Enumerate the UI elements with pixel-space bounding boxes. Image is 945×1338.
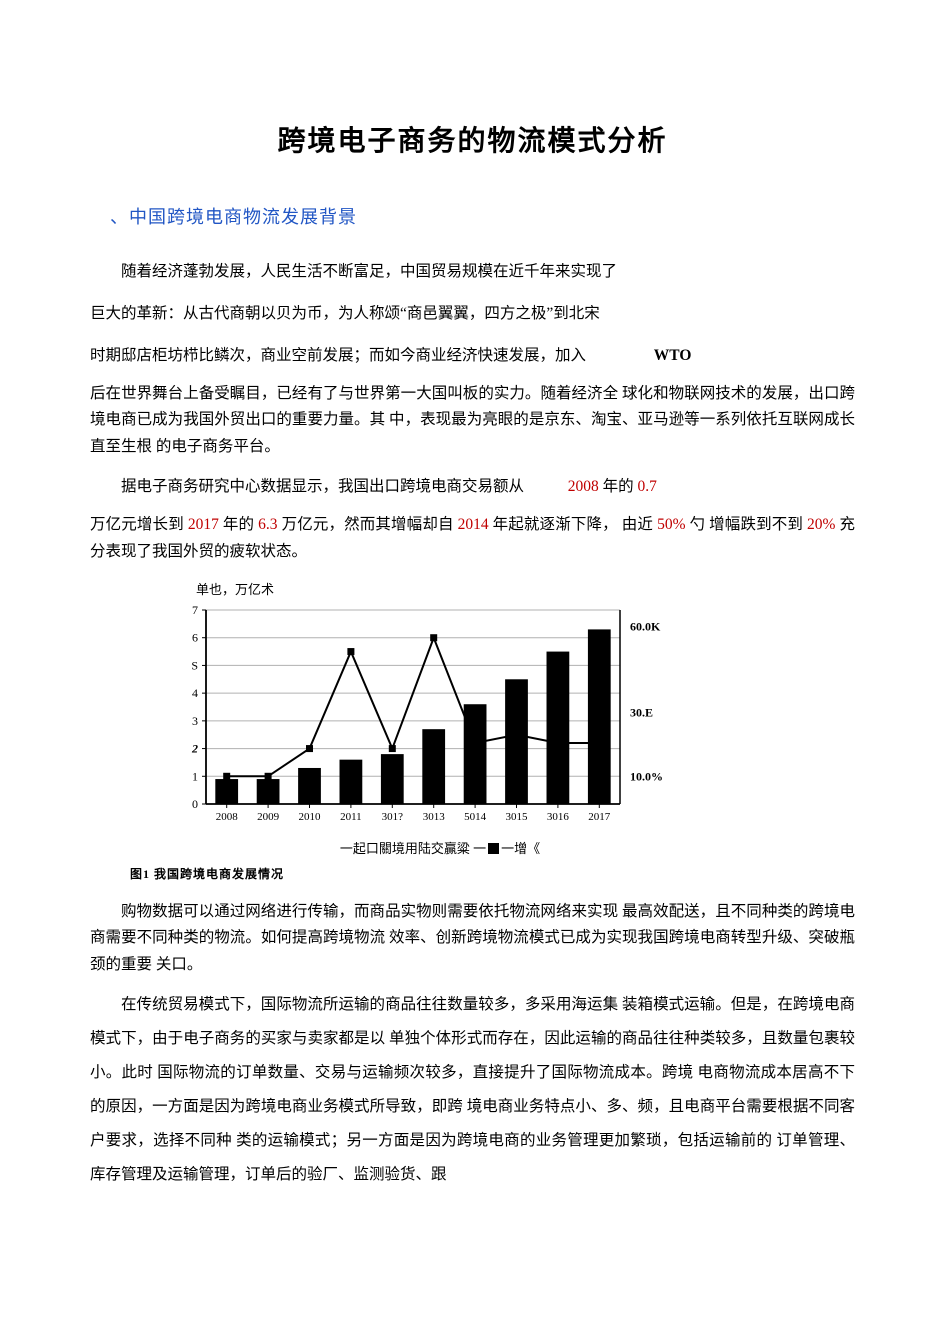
svg-text:2011: 2011 [340,811,362,823]
pct-50: 50% [657,516,685,533]
num-07: 0.7 [638,478,657,495]
chart-container: 单也，万亿术 0 1 2 3 4 S 6 7 10.0% 30.E 60.0K 2008 2009 201… [160,579,720,857]
svg-text:3: 3 [192,714,198,728]
paragraph-1a: 随着经济蓬勃发展，人民生活不断富足，中国贸易规模在近千年来实现了 [90,255,855,289]
svg-text:3013: 3013 [423,811,446,823]
svg-text:301?: 301? [382,811,404,823]
chart-caption: 图1 我国跨境电商发展情况 [130,867,284,881]
svg-text:3016: 3016 [547,811,570,823]
svg-text:1: 1 [192,769,198,783]
text-span: 万亿元增长到 [90,516,184,533]
year-2014: 2014 [458,516,489,533]
svg-text:2008: 2008 [216,811,239,823]
svg-text:2009: 2009 [257,811,280,823]
svg-text:30.E: 30.E [630,705,653,719]
svg-text:S: S [191,658,198,672]
text-span: 年起就逐渐下降， 由近 [493,516,653,533]
svg-text:3015: 3015 [506,811,529,823]
paragraph-2: 据电子商务研究中心数据显示，我国出口跨境电商交易额从 2008 年的 0.7 [90,470,855,504]
paragraph-1b: 巨大的革新：从古代商朝以贝为币，为人称颂“商邑翼翼，四方之极”到北宋 [90,297,855,331]
svg-text:5014: 5014 [464,811,487,823]
paragraph-3: 万亿元增长到 2017 年的 6.3 万亿元，然而其增幅却自 2014 年起就逐… [90,512,855,565]
num-63: 6.3 [258,516,277,533]
bar-line-chart: 0 1 2 3 4 S 6 7 10.0% 30.E 60.0K 2008 2009 2010 2011 30… [160,602,680,832]
page-title: 跨境电子商务的物流模式分析 [90,119,855,159]
legend-square-icon [488,843,499,854]
svg-text:10.0%: 10.0% [630,769,663,783]
svg-text:4: 4 [192,686,198,700]
text-span: 据电子商务研究中心数据显示，我国出口跨境电商交易额从 [121,478,524,495]
pct-20: 20% [807,516,835,533]
svg-text:6: 6 [192,631,198,645]
chart-legend: 一起口關境用陆交贏粱 一一增《 [160,838,720,857]
chart-caption-wrap: 图1 我国跨境电商发展情况 [130,865,855,883]
paragraph-5: 在传统贸易模式下，国际物流所运输的商品往往数量较多，多采用海运集 装箱模式运输。… [90,988,855,1193]
legend-text-b: 一增《 [501,841,540,856]
text-span: 年的 [603,478,634,495]
legend-text-a: 一起口關境用陆交贏粱 一 [340,841,486,856]
text-span: 勺 增幅跌到不到 [690,516,804,533]
paragraph-1d: 后在世界舞台上备受瞩目，已经有了与世界第一大国叫板的实力。随着经济全 球化和物联… [90,381,855,460]
year-2017: 2017 [188,516,219,533]
chart-unit-label: 单也，万亿术 [196,579,720,598]
section-heading: 、中国跨境电商物流发展背景 [110,203,855,229]
text-span: 万亿元，然而其增幅却自 [282,516,454,533]
document-page: 跨境电子商务的物流模式分析 、中国跨境电商物流发展背景 随着经济蓬勃发展，人民生… [0,0,945,1260]
svg-text:2: 2 [191,741,198,755]
paragraph-4: 购物数据可以通过网络进行传输，而商品实物则需要依托物流网络来实现 最高效配送，且… [90,899,855,978]
svg-text:2017: 2017 [588,811,611,823]
text-span: 时期邸店柜坊栉比鳞次，商业空前发展；而如今商业经济快速发展，加入 [90,347,586,364]
svg-text:0: 0 [192,797,198,811]
svg-text:2010: 2010 [299,811,322,823]
paragraph-1c: 时期邸店柜坊栉比鳞次，商业空前发展；而如今商业经济快速发展，加入 WTO [90,339,855,373]
svg-text:7: 7 [192,603,198,617]
year-2008: 2008 [568,478,599,495]
wto-label: WTO [654,347,692,364]
text-span: 年的 [223,516,254,533]
svg-text:60.0K: 60.0K [630,619,661,633]
